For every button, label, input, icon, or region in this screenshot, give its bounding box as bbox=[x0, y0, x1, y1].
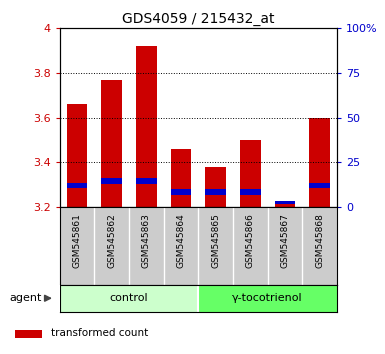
Bar bbox=[171, 149, 191, 207]
Text: agent: agent bbox=[9, 293, 41, 303]
Text: GSM545865: GSM545865 bbox=[211, 213, 220, 268]
Text: GSM545861: GSM545861 bbox=[72, 213, 82, 268]
Title: GDS4059 / 215432_at: GDS4059 / 215432_at bbox=[122, 12, 275, 26]
Bar bbox=[240, 140, 261, 207]
Text: GSM545866: GSM545866 bbox=[246, 213, 255, 268]
Bar bbox=[101, 178, 122, 184]
Text: control: control bbox=[110, 293, 148, 303]
Bar bbox=[240, 189, 261, 195]
Bar bbox=[275, 201, 295, 204]
Bar bbox=[198, 285, 337, 312]
Bar bbox=[205, 167, 226, 207]
Bar bbox=[136, 178, 157, 184]
Bar bbox=[309, 118, 330, 207]
Bar bbox=[15, 330, 42, 338]
Text: GSM545864: GSM545864 bbox=[176, 213, 186, 268]
Text: GSM545862: GSM545862 bbox=[107, 213, 116, 268]
Text: γ-tocotrienol: γ-tocotrienol bbox=[232, 293, 303, 303]
Text: GSM545867: GSM545867 bbox=[280, 213, 290, 268]
Bar bbox=[101, 80, 122, 207]
Bar bbox=[67, 183, 87, 188]
Bar bbox=[67, 104, 87, 207]
Text: GSM545868: GSM545868 bbox=[315, 213, 324, 268]
Bar bbox=[309, 183, 330, 188]
Text: GSM545863: GSM545863 bbox=[142, 213, 151, 268]
Bar bbox=[136, 46, 157, 207]
Bar bbox=[60, 285, 198, 312]
Text: transformed count: transformed count bbox=[51, 327, 148, 338]
Bar bbox=[171, 189, 191, 195]
Bar bbox=[205, 189, 226, 195]
Bar bbox=[275, 202, 295, 207]
